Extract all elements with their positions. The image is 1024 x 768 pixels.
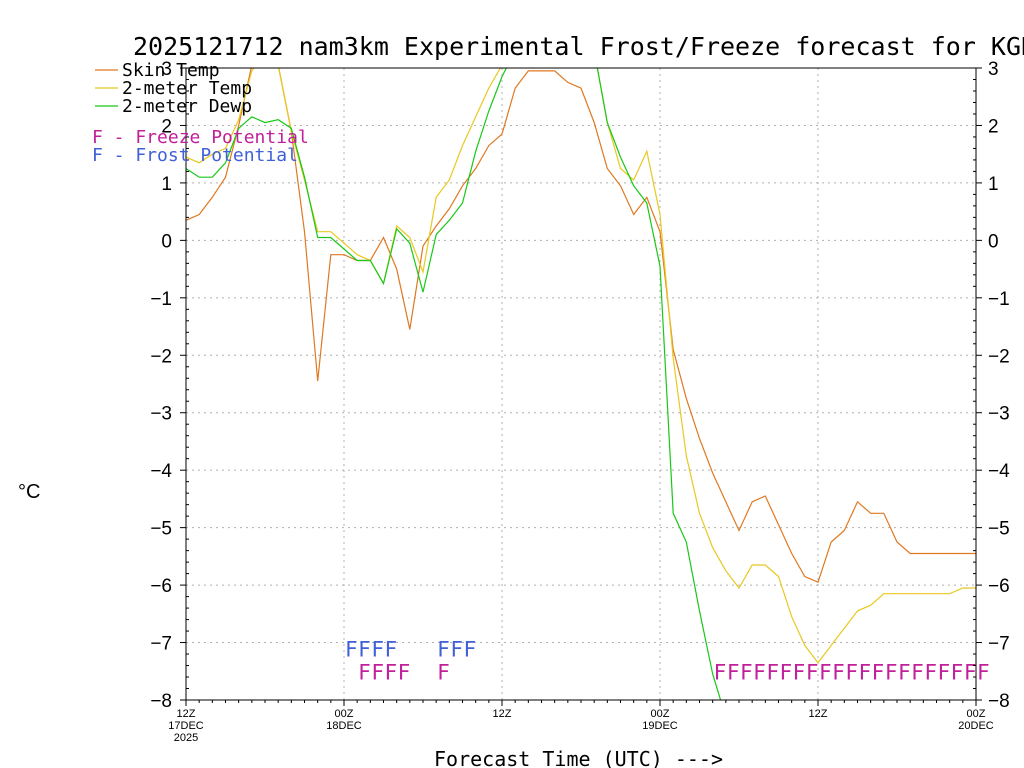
y-tick-label: −1 [988,289,1010,310]
flag-mark: F [845,660,858,684]
y-tick-label: −5 [150,519,172,540]
x-tick-label: 12Z [809,708,828,720]
flag-mark: F [464,637,477,661]
y-tick-label: −3 [150,404,172,425]
flag-mark: F [898,660,911,684]
plot-frame [185,67,977,701]
flag-mark: F [832,660,845,684]
y-tick-label: −1 [150,289,172,310]
y-tick-label: 2 [988,116,999,137]
legend-label: Skin Temp [122,60,220,81]
legend-flag-label: F - Freeze Potential [92,127,309,148]
flag-mark: F [753,660,766,684]
flag-mark: F [819,660,832,684]
flag-mark: F [964,660,977,684]
flag-mark: F [780,660,793,684]
flags-layer: F F F F F F F F F F F F F F F F F F F F F F F F F FF F F F F F F [345,637,990,684]
flag-mark: F [766,660,779,684]
x-tick-label: 19DEC [642,720,678,732]
series-layer [186,68,976,700]
x-tick-label: 18DEC [326,720,362,732]
flag-mark: F [371,660,384,684]
y-tick-label: 2 [161,116,172,137]
series-line-2-meter-temp [186,68,976,664]
y-tick-label: 0 [161,231,172,252]
legend-flag-label: F - Frost Potential [92,145,298,166]
flag-mark: F [727,660,740,684]
flag-mark: F [911,660,924,684]
flag-mark: F [437,637,450,661]
flag-mark: F [885,660,898,684]
flag-mark: F [385,660,398,684]
y-tick-label: 3 [988,59,999,80]
y-tick-label: −2 [150,346,172,367]
series-line-2-meter-dewp [186,68,722,700]
x-tick-label: 12Z [177,708,196,720]
x-tick-label: 20DEC [958,720,994,732]
y-tick-label: −8 [988,691,1010,712]
legend-label: 2-meter Temp [122,78,252,99]
flag-mark: F [740,660,753,684]
y-axis-right: −8 −7 −6 −5 −4 −3 −2 −1 0 1 2 3 [973,59,1010,712]
series-line-skin-temp [186,68,976,584]
y-tick-label: −5 [988,519,1010,540]
flag-mark: F [398,660,411,684]
y-tick-label: −2 [988,346,1010,367]
x-tick-label: 17DEC [168,720,204,732]
x-tick-label: 00Z [967,708,986,720]
flag-mark: F [977,660,990,684]
x-axis-label: Forecast Time (UTC) ---> [434,747,723,768]
flag-mark: F [872,660,885,684]
flag-mark: F [924,660,937,684]
y-axis-label: °C [18,481,40,503]
y-tick-label: 1 [988,174,999,195]
flag-mark: F [437,660,450,684]
y-tick-label: −6 [150,576,172,597]
y-tick-label: −8 [150,691,172,712]
y-tick-label: 1 [161,174,172,195]
grid-lines [186,68,976,700]
flag-mark: F [450,637,463,661]
flag-mark: F [938,660,951,684]
flag-mark: F [793,660,806,684]
flag-mark: F [714,660,727,684]
y-tick-label: −6 [988,576,1010,597]
chart-title: 2025121712 nam3km Experimental Frost/Fre… [133,32,1024,61]
flag-mark: F [345,637,358,661]
y-tick-label: 3 [161,59,172,80]
y-tick-label: −4 [988,461,1010,482]
y-tick-label: −4 [150,461,172,482]
flag-mark: F [951,660,964,684]
y-tick-label: −7 [150,634,172,655]
flag-mark: F [859,660,872,684]
y-tick-label: −3 [988,404,1010,425]
flag-mark: F [806,660,819,684]
x-tick-label: 00Z [651,708,670,720]
flag-mark: F [385,637,398,661]
legend-label: 2-meter Dewp [122,96,252,117]
y-tick-label: −7 [988,634,1010,655]
y-axis-left: −8 −7 −6 −5 −4 −3 −2 −1 0 1 2 3 [150,59,189,712]
x-tick-label: 00Z [335,708,354,720]
x-tick-label: 12Z [493,708,512,720]
y-tick-label: 0 [988,231,999,252]
flag-mark: F [358,637,371,661]
flag-mark: F [371,637,384,661]
flag-mark: F [358,660,371,684]
x-tick-label: 2025 [174,732,198,744]
